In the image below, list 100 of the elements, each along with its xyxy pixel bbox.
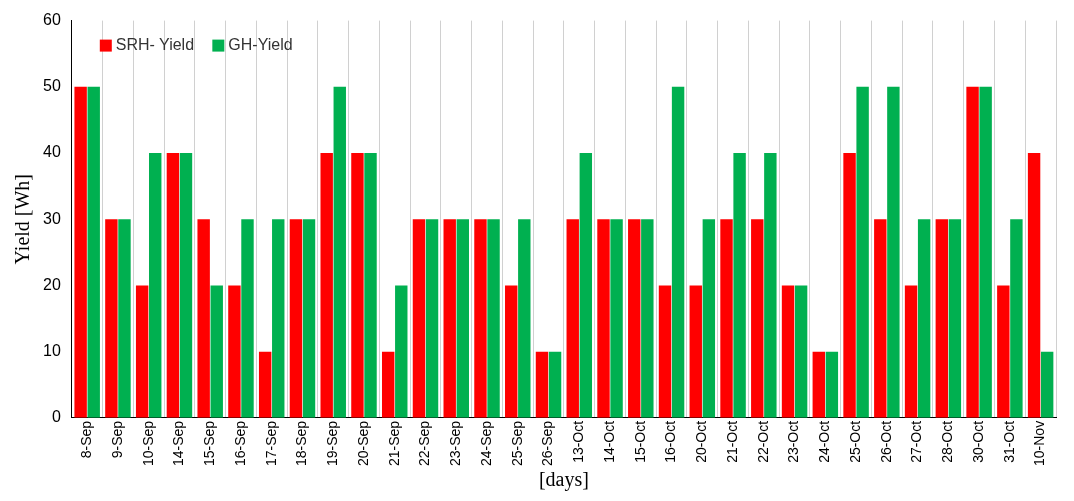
bar xyxy=(641,219,654,418)
bar xyxy=(87,86,100,418)
bar xyxy=(628,219,641,418)
bar xyxy=(610,219,623,418)
bar xyxy=(794,285,808,418)
x-tick-label: 8-Sep xyxy=(78,420,95,459)
bar xyxy=(197,219,210,418)
x-tick-label: 15-Sep xyxy=(201,420,218,467)
y-tick-label: 30 xyxy=(43,209,61,227)
bar xyxy=(456,219,469,418)
bar xyxy=(812,351,825,418)
legend-label: SRH- Yield xyxy=(115,36,195,54)
bar xyxy=(979,86,992,418)
x-tick-label: 21-Sep xyxy=(385,420,402,467)
bar xyxy=(149,153,162,418)
y-tick-label: 50 xyxy=(43,77,61,95)
x-axis-title: [days] xyxy=(538,468,589,492)
bar xyxy=(272,219,285,418)
y-tick-label: 20 xyxy=(43,275,61,293)
bar xyxy=(966,86,979,418)
bar xyxy=(135,285,149,418)
bar xyxy=(764,153,777,418)
bar xyxy=(351,153,364,418)
bar xyxy=(856,86,869,418)
bar xyxy=(487,219,500,418)
bar xyxy=(258,351,272,418)
bar xyxy=(320,153,333,418)
bar xyxy=(917,219,931,418)
bar xyxy=(443,219,456,418)
x-tick-label: 9-Sep xyxy=(108,420,125,459)
bar xyxy=(887,86,900,418)
bar xyxy=(751,219,764,418)
x-tick-label: 20-Oct xyxy=(693,420,710,463)
bar xyxy=(843,153,856,418)
bar xyxy=(874,219,887,418)
y-tick-label: 10 xyxy=(43,342,61,360)
x-tick-label: 26-Oct xyxy=(877,420,894,463)
x-tick-label: 31-Oct xyxy=(1000,420,1017,463)
bar xyxy=(74,86,87,418)
bar xyxy=(395,285,408,418)
bar xyxy=(781,285,795,418)
bar xyxy=(412,219,426,418)
x-tick-label: 23-Sep xyxy=(447,420,464,467)
x-tick-label: 24-Oct xyxy=(816,420,833,463)
y-tick-label: 60 xyxy=(43,11,61,29)
bar xyxy=(105,219,118,418)
x-tick-label: 14-Oct xyxy=(600,420,617,463)
bar xyxy=(210,285,223,418)
bar xyxy=(720,219,733,418)
x-tick-label: 16-Oct xyxy=(662,420,679,463)
bar xyxy=(825,351,839,418)
bar xyxy=(597,219,610,418)
bar xyxy=(1027,153,1041,418)
bar xyxy=(689,285,702,418)
bar xyxy=(658,285,672,418)
bar xyxy=(948,219,962,418)
x-tick-label: 19-Sep xyxy=(324,420,341,467)
bar xyxy=(733,153,746,418)
bar xyxy=(566,219,579,418)
bar xyxy=(671,86,685,418)
bar xyxy=(474,219,487,418)
legend-label: GH-Yield xyxy=(228,36,293,54)
x-tick-label: 15-Oct xyxy=(631,420,648,463)
x-tick-label: 28-Oct xyxy=(939,420,956,463)
bar xyxy=(228,285,241,418)
bar xyxy=(579,153,593,418)
x-tick-label: 25-Oct xyxy=(846,420,863,463)
x-tick-label: 23-Oct xyxy=(785,420,802,463)
bar xyxy=(118,219,131,418)
bar xyxy=(179,153,193,418)
x-tick-label: 27-Oct xyxy=(908,420,925,463)
y-tick-label: 0 xyxy=(51,408,61,426)
x-tick-label: 13-Oct xyxy=(570,420,587,463)
x-tick-label: 26-Sep xyxy=(539,420,556,467)
x-tick-label: 20-Sep xyxy=(354,420,371,467)
x-tick-label: 17-Sep xyxy=(262,420,279,467)
y-tick-label: 40 xyxy=(43,143,61,161)
bar xyxy=(1040,351,1054,418)
x-tick-label: 30-Oct xyxy=(969,420,986,463)
bar xyxy=(1010,219,1023,418)
bar xyxy=(904,285,918,418)
bar xyxy=(241,219,254,418)
bar xyxy=(381,351,395,418)
x-tick-label: 16-Sep xyxy=(231,420,248,467)
bar xyxy=(364,153,377,418)
bar xyxy=(702,219,716,418)
bar xyxy=(425,219,439,418)
x-tick-label: 10-Nov xyxy=(1031,420,1048,466)
bar xyxy=(548,351,562,418)
x-tick-label: 10-Sep xyxy=(139,420,156,467)
x-tick-label: 22-Oct xyxy=(754,420,771,463)
bar xyxy=(997,285,1010,418)
bar xyxy=(518,219,531,418)
x-tick-label: 14-Sep xyxy=(170,420,187,467)
x-tick-label: 25-Sep xyxy=(508,420,525,467)
x-tick-label: 18-Sep xyxy=(293,420,310,467)
x-tick-label: 22-Sep xyxy=(416,420,433,467)
bar xyxy=(302,219,316,418)
y-axis-title: Yield [Wh] xyxy=(11,173,34,265)
x-tick-label: 21-Oct xyxy=(723,420,740,463)
